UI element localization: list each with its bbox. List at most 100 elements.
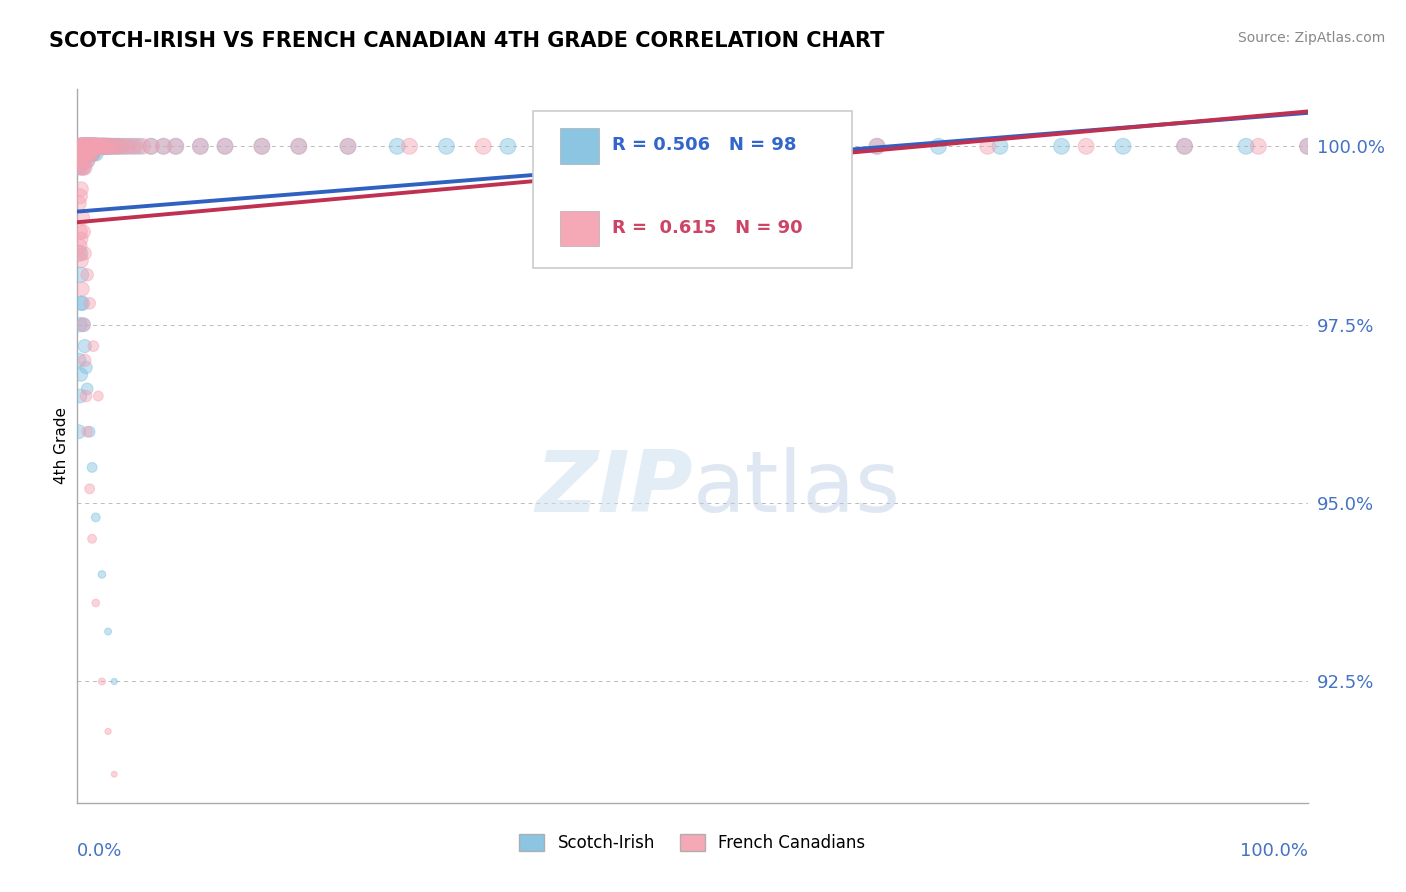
Point [75, 139, 97, 153]
Point [72, 139, 94, 153]
Point [141, 139, 163, 153]
Point [75, 360, 97, 375]
Point [69, 239, 91, 253]
Point [83, 139, 105, 153]
Point [80, 146, 103, 161]
Text: 100.0%: 100.0% [1240, 842, 1308, 860]
Point [558, 139, 581, 153]
Text: ZIP: ZIP [534, 447, 693, 531]
Text: SCOTCH-IRISH VS FRENCH CANADIAN 4TH GRADE CORRELATION CHART: SCOTCH-IRISH VS FRENCH CANADIAN 4TH GRAD… [49, 31, 884, 51]
Point [1050, 139, 1073, 153]
Point [69, 139, 91, 153]
Point [80, 139, 103, 153]
Point [214, 139, 236, 153]
Point [70, 146, 93, 161]
Point [84, 146, 107, 161]
Point [214, 139, 236, 153]
Point [72, 318, 94, 332]
Point [77, 139, 100, 153]
Point [188, 139, 212, 153]
Point [337, 139, 360, 153]
Point [80, 139, 103, 153]
Point [97, 724, 120, 739]
Point [69, 153, 91, 168]
Point [98, 139, 121, 153]
Bar [560, 128, 599, 164]
Point [866, 139, 889, 153]
Bar [560, 211, 599, 246]
Point [82, 139, 104, 153]
Point [152, 139, 174, 153]
Point [73, 161, 96, 175]
Point [69, 139, 91, 153]
Point [742, 139, 765, 153]
Point [76, 146, 98, 161]
Point [436, 139, 458, 153]
Point [89, 139, 111, 153]
Point [94, 139, 117, 153]
Point [101, 139, 124, 153]
Point [77, 139, 100, 153]
Point [72, 161, 94, 175]
Point [152, 139, 174, 153]
Point [70, 146, 93, 161]
Point [141, 139, 163, 153]
Point [70, 161, 93, 175]
Point [682, 139, 704, 153]
Point [69, 246, 91, 260]
Point [87, 139, 110, 153]
Point [72, 139, 94, 153]
Point [76, 382, 98, 396]
Point [82, 146, 104, 161]
Point [107, 139, 129, 153]
Point [1247, 139, 1270, 153]
Point [385, 139, 409, 153]
Point [82, 146, 104, 161]
Point [82, 146, 104, 161]
Point [75, 139, 97, 153]
Point [558, 139, 581, 153]
Point [84, 510, 107, 524]
Point [188, 139, 212, 153]
Point [86, 139, 108, 153]
Point [70, 253, 93, 268]
Point [90, 139, 114, 153]
Point [93, 139, 115, 153]
Point [79, 482, 101, 496]
Point [70, 139, 93, 153]
Point [69, 146, 91, 161]
Point [70, 268, 93, 282]
Point [91, 139, 114, 153]
Point [76, 425, 98, 439]
Point [89, 139, 111, 153]
Point [79, 425, 101, 439]
Point [69, 153, 91, 168]
Point [82, 339, 104, 353]
Point [398, 139, 420, 153]
Point [73, 146, 96, 161]
Point [67, 246, 90, 260]
Point [76, 153, 98, 168]
Point [804, 139, 827, 153]
Point [93, 139, 115, 153]
Point [250, 139, 273, 153]
Point [288, 139, 311, 153]
Point [620, 139, 643, 153]
Point [76, 139, 98, 153]
Point [73, 139, 96, 153]
Point [67, 161, 90, 175]
Point [67, 146, 90, 161]
Point [69, 318, 91, 332]
Point [472, 139, 495, 153]
Point [67, 353, 90, 368]
Point [104, 139, 127, 153]
Point [73, 339, 96, 353]
Point [128, 139, 150, 153]
Point [866, 139, 889, 153]
Point [82, 139, 104, 153]
Point [76, 153, 98, 168]
Point [83, 139, 105, 153]
Point [250, 139, 273, 153]
Point [90, 674, 114, 689]
Point [70, 139, 93, 153]
